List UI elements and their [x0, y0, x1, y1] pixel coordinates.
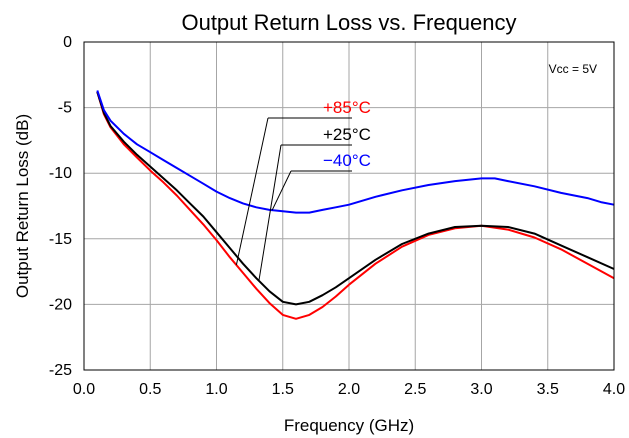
y-tick-label: -10	[49, 165, 72, 182]
legend-leader-line	[271, 170, 292, 211]
legend-leader-line	[258, 144, 282, 281]
vcc-annotation: Vcc = 5V	[549, 62, 597, 76]
x-tick-label: 4.0	[603, 381, 625, 398]
x-tick-label: 1.5	[272, 381, 294, 398]
y-tick-label: -20	[49, 296, 72, 313]
legend-label: +85°C	[323, 98, 371, 117]
x-tick-label: 3.0	[470, 381, 492, 398]
series-line	[96, 91, 615, 306]
x-axis-label: Frequency (GHz)	[284, 416, 414, 435]
legend: +85°C +25°C −40°C	[235, 98, 371, 281]
x-ticks: 0.0 0.5 1.0 1.5 2.0 2.5 3.0 3.5 4.0	[73, 381, 625, 398]
x-tick-label: 2.0	[338, 381, 360, 398]
x-tick-label: 2.5	[404, 381, 426, 398]
x-tick-label: 0.0	[73, 381, 95, 398]
y-ticks: 0 -5 -10 -15 -20 -25	[49, 34, 72, 379]
plot-frame	[83, 41, 615, 371]
x-tick-label: 3.5	[537, 381, 559, 398]
y-tick-label: -15	[49, 231, 72, 248]
y-tick-label: 0	[63, 34, 72, 51]
grid	[84, 42, 614, 370]
chart-title: Output Return Loss vs. Frequency	[181, 10, 516, 35]
y-axis-label: Output Return Loss (dB)	[13, 114, 32, 298]
y-tick-label: -25	[49, 362, 72, 379]
legend-label: +25°C	[323, 125, 371, 144]
legend-label: −40°C	[323, 151, 371, 170]
legend-leader-line	[235, 117, 269, 266]
x-tick-label: 0.5	[139, 381, 161, 398]
x-tick-label: 1.0	[205, 381, 227, 398]
series-line	[96, 90, 615, 214]
series-group	[96, 90, 615, 320]
y-tick-label: -5	[58, 100, 72, 117]
